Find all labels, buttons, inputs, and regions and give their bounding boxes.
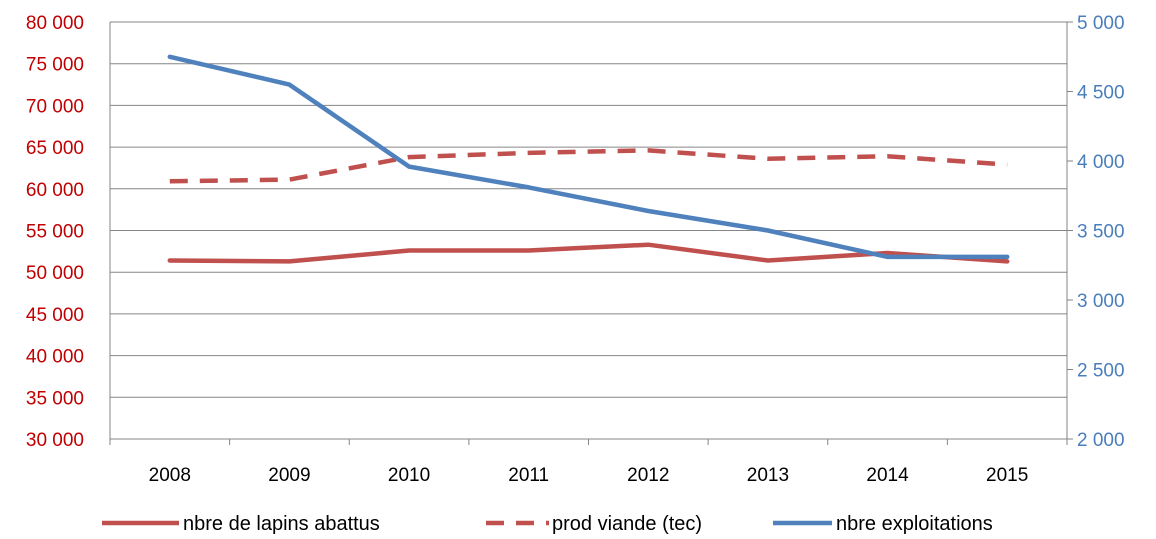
left-axis-ticks: 30 000 35 000 40 000 45 000 50 000 55 000 60 0… (26, 13, 84, 451)
left-tick-label: 65 000 (26, 138, 84, 159)
left-tick-label: 55 000 (26, 222, 84, 243)
left-tick-label: 60 000 (26, 180, 84, 201)
right-tick-label: 5 000 (1077, 13, 1125, 34)
right-tick-label: 4 000 (1077, 152, 1125, 173)
series-line (167, 54, 1010, 260)
left-tick-label: 45 000 (26, 305, 84, 326)
legend-label: prod viande (tec) (552, 513, 702, 535)
right-tick-label: 4 500 (1077, 83, 1125, 104)
grid-lines (110, 21, 1067, 440)
x-tick-label: 2011 (508, 465, 549, 486)
left-tick-label: 75 000 (26, 55, 84, 76)
x-tick-label: 2014 (866, 465, 909, 486)
left-tick-label: 30 000 (26, 430, 84, 451)
left-tick-label: 70 000 (26, 96, 84, 117)
right-axis-ticks: 2 000 2 500 3 000 3 500 4 000 4 500 5 000 (1067, 13, 1125, 451)
series-line (169, 148, 1008, 184)
legend: nbre de lapins abattus prod viande (tec) n… (102, 513, 993, 535)
x-tick-label: 2013 (747, 465, 789, 486)
x-tick-label: 2009 (268, 465, 310, 486)
series-lines (167, 54, 1010, 264)
right-tick-label: 2 000 (1077, 430, 1125, 451)
x-tick-label: 2012 (627, 465, 669, 486)
legend-label: nbre de lapins abattus (183, 513, 380, 535)
x-tick-label: 2008 (149, 465, 191, 486)
right-tick-label: 2 500 (1077, 361, 1125, 382)
series-line (167, 242, 1010, 264)
x-tick-label: 2010 (388, 465, 430, 486)
right-tick-label: 3 500 (1077, 222, 1125, 243)
x-axis-ticks: 2008 2009 2010 2011 2012 2013 2014 2015 (109, 439, 1068, 486)
x-tick-label: 2015 (986, 465, 1028, 486)
legend-label: nbre exploitations (836, 513, 993, 535)
left-tick-label: 40 000 (26, 347, 84, 368)
left-tick-label: 80 000 (26, 13, 84, 34)
right-tick-label: 3 000 (1077, 291, 1125, 312)
left-tick-label: 50 000 (26, 263, 84, 284)
left-tick-label: 35 000 (26, 388, 84, 409)
